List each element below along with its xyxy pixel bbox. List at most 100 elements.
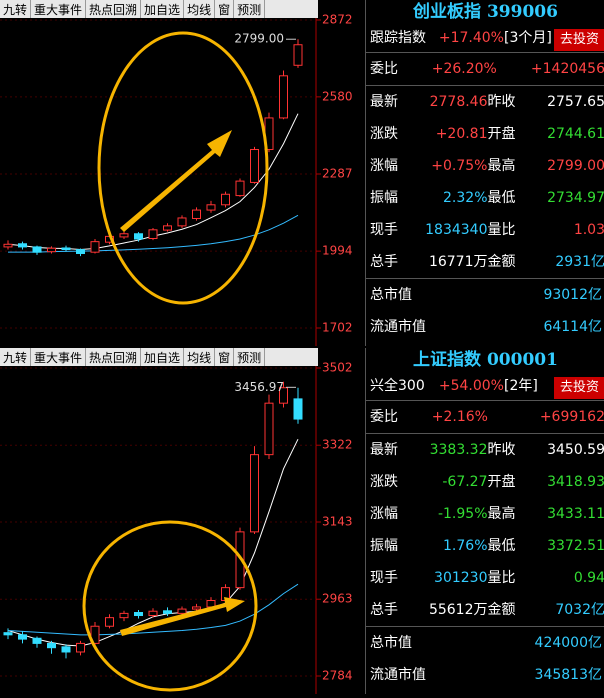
candle-body bbox=[47, 642, 56, 649]
cap-row: 总市值 424000亿 bbox=[366, 626, 604, 659]
quote-row: 最新 3383.32 昨收 3450.59 bbox=[366, 433, 604, 466]
quote-row: 振幅 2.32% 最低 2734.97 bbox=[366, 182, 604, 214]
kline-chart: 2784 2963 3143 3322 3502 3456.97 bbox=[0, 348, 353, 694]
candle-body bbox=[177, 217, 187, 227]
candle-body bbox=[61, 646, 71, 653]
track-row: 兴全300 +54.00% [2年] 去投资 bbox=[366, 372, 604, 400]
quote-label: 涨幅 bbox=[370, 506, 398, 522]
y-tick-label: 2784 bbox=[322, 669, 353, 683]
quote-value: 3372.51 bbox=[547, 538, 604, 554]
cap-label: 流通市值 bbox=[370, 667, 426, 683]
quote-value: 1.03 bbox=[573, 222, 604, 238]
quote-label: 现手 bbox=[370, 222, 398, 238]
quote-value: 3383.32 bbox=[429, 442, 488, 458]
candle-body bbox=[18, 634, 27, 640]
y-tick-label: 3322 bbox=[322, 438, 353, 452]
cap-label: 流通市值 bbox=[370, 319, 426, 335]
toolbar-button[interactable]: 热点回溯 bbox=[86, 348, 142, 366]
candle-body bbox=[90, 241, 100, 253]
quote-label: 现手 bbox=[370, 570, 398, 586]
quote-value: 301230 bbox=[434, 570, 488, 586]
index-title: 上证指数 000001 bbox=[413, 350, 558, 370]
quote-label: 最低 bbox=[487, 190, 516, 206]
candle-body bbox=[163, 225, 172, 231]
cap-row: 流通市值 345813亿 bbox=[366, 659, 604, 691]
quote-value: +0.75% bbox=[431, 158, 488, 174]
peak-label: 2799.00 bbox=[234, 32, 284, 46]
annotation-arrow bbox=[120, 597, 245, 636]
quote-value: 2757.65 bbox=[547, 94, 604, 110]
candle-body bbox=[250, 149, 259, 183]
toolbar-button[interactable]: 均线 bbox=[184, 348, 216, 366]
quote-label: 振幅 bbox=[370, 538, 398, 554]
quote-label: 开盘 bbox=[487, 126, 516, 142]
toolbar-button[interactable]: 窗 bbox=[215, 348, 235, 366]
candle-body bbox=[32, 637, 42, 644]
invest-button[interactable]: 去投资 bbox=[554, 29, 604, 51]
toolbar-button[interactable]: 预测 bbox=[234, 0, 266, 18]
toolbar-button[interactable]: 热点回溯 bbox=[86, 0, 142, 18]
quote-value: 2931亿 bbox=[555, 254, 604, 270]
quote-row: 总手 55612万 金额 7032亿 bbox=[366, 594, 604, 626]
quote-value: 2744.61 bbox=[547, 126, 604, 142]
toolbar-button[interactable]: 九转 bbox=[0, 0, 32, 18]
cap-label: 总市值 bbox=[370, 635, 412, 651]
toolbar-button[interactable]: 重大事件 bbox=[31, 0, 87, 18]
quote-value: 2799.00 bbox=[547, 158, 604, 174]
info-pane: 创业板指 399006 跟踪指数 +17.40% [3个月] 去投资 委比 +26.20% +… bbox=[365, 0, 604, 346]
toolbar-button[interactable]: 窗 bbox=[215, 0, 235, 18]
candle-body bbox=[293, 398, 303, 420]
candle-body bbox=[90, 625, 100, 644]
toolbar: 九转 重大事件 热点回溯 加自选 均线窗预测 bbox=[0, 348, 318, 366]
toolbar-button[interactable]: 预测 bbox=[234, 348, 266, 366]
quote-label: 最低 bbox=[487, 538, 516, 554]
quote-value: 0.94 bbox=[573, 570, 604, 586]
track-return: +54.00% bbox=[438, 378, 504, 394]
candle-body bbox=[235, 180, 245, 197]
candle-body bbox=[148, 229, 158, 239]
moving-average bbox=[7, 583, 299, 636]
quote-row: 涨幅 +0.75% 最高 2799.00 bbox=[366, 150, 604, 182]
quote-row: 涨幅 -1.95% 最高 3433.11 bbox=[366, 498, 604, 530]
quote-label: 金额 bbox=[487, 602, 516, 618]
bid-diff: +699162 bbox=[539, 409, 604, 425]
kline-chart: 1702 1994 2287 2580 2872 2799.00 bbox=[0, 0, 353, 346]
quote-label: 最新 bbox=[370, 442, 398, 458]
toolbar-button[interactable]: 加自选 bbox=[141, 348, 185, 366]
toolbar-button[interactable]: 均线 bbox=[184, 0, 216, 18]
quote-label: 涨跌 bbox=[370, 474, 398, 490]
quote-label: 总手 bbox=[370, 254, 398, 270]
quote-label: 开盘 bbox=[487, 474, 516, 490]
quote-value: 3433.11 bbox=[547, 506, 604, 522]
bid-diff: +1420456 bbox=[530, 61, 604, 77]
annotation-circle bbox=[82, 520, 258, 692]
toolbar-button[interactable]: 九转 bbox=[0, 348, 32, 366]
bid-ratio: +2.16% bbox=[431, 409, 488, 425]
invest-button[interactable]: 去投资 bbox=[554, 377, 604, 399]
quote-panel: 1702 1994 2287 2580 2872 2799.00 九转 重大事件 热点回溯 加自选… bbox=[0, 0, 604, 346]
cap-label: 总市值 bbox=[370, 287, 412, 303]
y-tick-label: 2963 bbox=[322, 592, 353, 606]
info-pane: 上证指数 000001 兴全300 +54.00% [2年] 去投资 委比 +2.16% +6… bbox=[365, 348, 604, 694]
candle-body bbox=[18, 243, 27, 248]
candle-body bbox=[148, 610, 158, 617]
quote-value: 2.32% bbox=[443, 190, 488, 206]
quote-value: -1.95% bbox=[437, 506, 488, 522]
bid-label: 委比 bbox=[370, 409, 398, 425]
quote-label: 振幅 bbox=[370, 190, 398, 206]
quote-label: 最高 bbox=[487, 158, 516, 174]
quote-value: 1.76% bbox=[443, 538, 488, 554]
quote-row: 总手 16771万 金额 2931亿 bbox=[366, 246, 604, 278]
cap-value: 93012亿 bbox=[543, 287, 602, 303]
candle-body bbox=[3, 243, 13, 248]
track-row: 跟踪指数 +17.40% [3个月] 去投资 bbox=[366, 24, 604, 52]
candle-body bbox=[279, 75, 288, 119]
annotation-arrow bbox=[120, 130, 232, 232]
toolbar-button[interactable]: 重大事件 bbox=[31, 348, 87, 366]
toolbar-button[interactable]: 加自选 bbox=[141, 0, 185, 18]
track-period: [2年] bbox=[504, 378, 538, 394]
quote-label: 总手 bbox=[370, 602, 398, 618]
bid-label: 委比 bbox=[370, 61, 398, 77]
peak-label: 3456.97 bbox=[234, 380, 284, 394]
candle-body bbox=[119, 233, 129, 238]
